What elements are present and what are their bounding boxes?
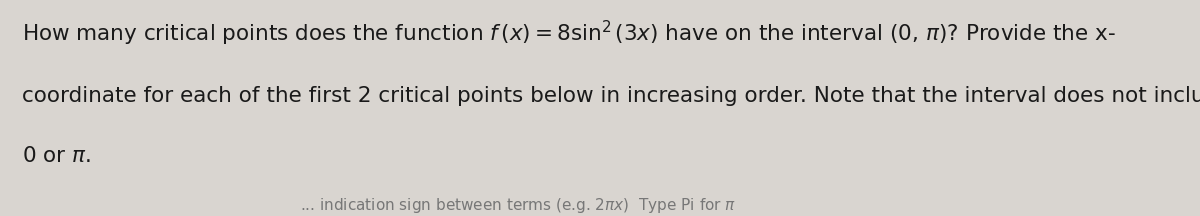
- Text: ... indication sign between terms (e.g. $2\pi x$)  Type Pi for $\pi$: ... indication sign between terms (e.g. …: [300, 196, 737, 215]
- Text: How many critical points does the function $f\,(x) = 8\mathrm{sin}^2\,(3x)$ have: How many critical points does the functi…: [22, 19, 1116, 48]
- Text: 0 or $\pi$.: 0 or $\pi$.: [22, 146, 90, 165]
- Text: coordinate for each of the first 2 critical points below in increasing order. No: coordinate for each of the first 2 criti…: [22, 86, 1200, 106]
